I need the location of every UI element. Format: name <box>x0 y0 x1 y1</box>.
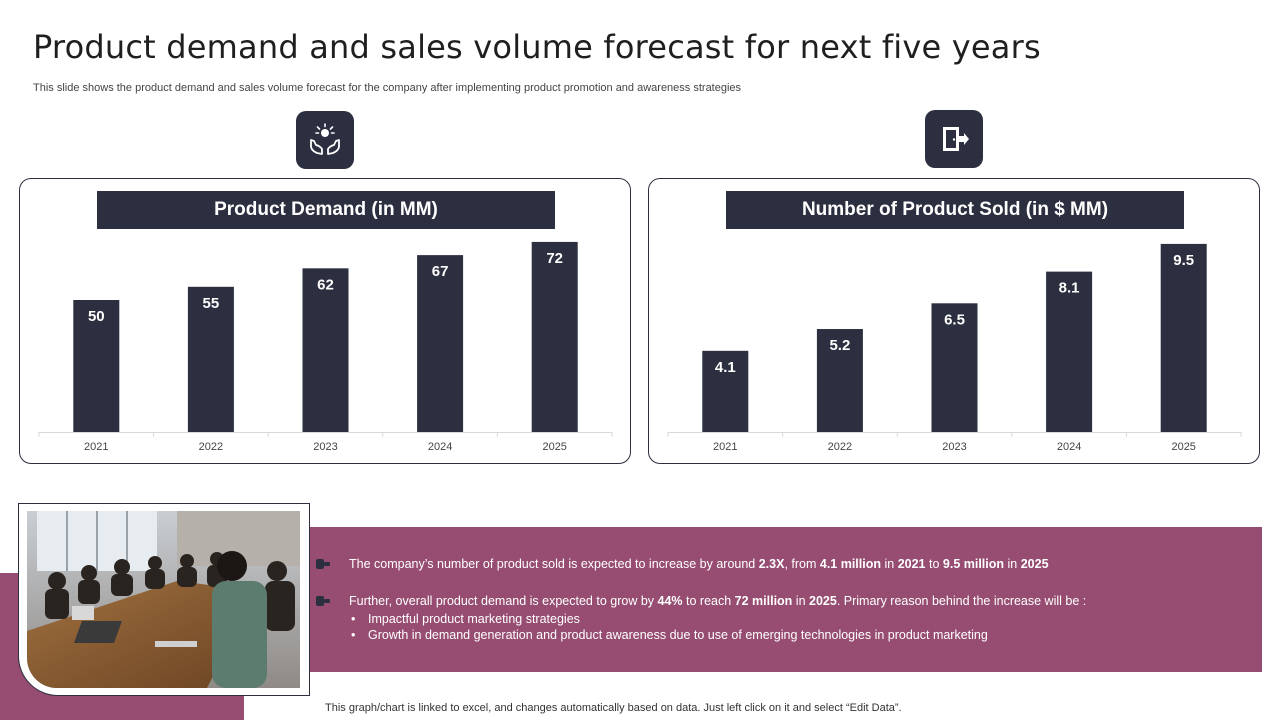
x-tick-label: 2022 <box>828 441 852 453</box>
data-label: 55 <box>203 295 220 312</box>
data-label: 6.5 <box>944 311 965 328</box>
sub-bullet-list: Impactful product marketing strategies G… <box>318 611 1248 643</box>
chart-title: Number of Product Sold (in $ MM) <box>726 191 1184 229</box>
x-tick-label: 2022 <box>199 441 223 453</box>
data-label: 50 <box>88 308 105 325</box>
hands-with-idea-icon <box>296 111 354 169</box>
data-label: 4.1 <box>715 359 736 376</box>
meeting-photo <box>27 511 300 688</box>
bullet-highlight: 2021 <box>897 557 926 571</box>
bullet-highlight: 2025 <box>1020 557 1049 571</box>
x-tick-label: 2024 <box>1057 441 1081 453</box>
chart-title: Product Demand (in MM) <box>97 191 555 229</box>
data-label: 72 <box>546 250 563 267</box>
bullet-highlight: 9.5 million <box>942 557 1005 571</box>
bullet-highlight: 72 million <box>734 594 793 608</box>
x-tick-label: 2025 <box>1171 441 1195 453</box>
bar-2025[interactable] <box>531 241 578 432</box>
bar-2024[interactable] <box>1046 271 1093 432</box>
sub-bullet-item: Growth in demand generation and product … <box>349 627 1248 643</box>
bar-2023[interactable] <box>931 303 978 432</box>
data-label: 67 <box>432 263 449 280</box>
bar-2025[interactable] <box>1160 243 1207 432</box>
page-title: Product demand and sales volume forecast… <box>33 28 1041 66</box>
bullet-marker-icon <box>316 559 330 569</box>
x-tick-label: 2023 <box>942 441 966 453</box>
bullet-highlight: 4.1 million <box>819 557 882 571</box>
product-sold-chart-panel: Number of Product Sold (in $ MM) 4.1 2021… <box>648 178 1260 464</box>
summary-band <box>300 527 1262 672</box>
bullet-text: Further, overall product demand is expec… <box>349 594 658 608</box>
x-tick-label: 2021 <box>84 441 108 453</box>
bullet-text: , from <box>784 557 820 571</box>
bullet-text: The company’s number of product sold is … <box>349 557 759 571</box>
bullet-highlight: 44% <box>657 594 683 608</box>
sub-bullet-item: Impactful product marketing strategies <box>349 611 1248 627</box>
bullet-text: in <box>881 557 898 571</box>
bar-2023[interactable] <box>302 268 349 432</box>
bar-2022[interactable] <box>816 329 863 432</box>
summary-bullets: The company’s number of product sold is … <box>316 555 1248 643</box>
data-label: 8.1 <box>1059 280 1080 297</box>
data-label: 9.5 <box>1173 252 1194 269</box>
bullet-text: to <box>925 557 943 571</box>
bullet-text: in <box>1004 557 1021 571</box>
footer-note: This graph/chart is linked to excel, and… <box>325 702 902 714</box>
bar-2021[interactable] <box>73 300 120 432</box>
bullet-highlight: 2025 <box>809 594 837 608</box>
bullet-item: The company’s number of product sold is … <box>316 555 1248 574</box>
bullet-item: Further, overall product demand is expec… <box>316 592 1248 611</box>
x-tick-label: 2024 <box>428 441 452 453</box>
bullet-marker-icon <box>316 596 330 606</box>
bar-2022[interactable] <box>187 286 234 432</box>
x-tick-label: 2023 <box>313 441 337 453</box>
x-tick-label: 2025 <box>542 441 566 453</box>
product-demand-chart: 50 2021 55 2022 62 2023 67 2024 72 2025 <box>38 241 613 453</box>
bullet-text: . Primary reason behind the increase wil… <box>836 594 1087 608</box>
page-subtitle: This slide shows the product demand and … <box>33 82 742 94</box>
bullet-text: in <box>792 594 809 608</box>
x-tick-label: 2021 <box>713 441 737 453</box>
product-sold-chart: 4.1 2021 5.2 2022 6.5 2023 8.1 2024 9.5 2025 <box>667 243 1242 453</box>
bar-2024[interactable] <box>417 255 464 432</box>
bullet-highlight: 2.3X <box>758 557 785 571</box>
data-label: 5.2 <box>829 337 850 354</box>
data-label: 62 <box>317 276 334 293</box>
bullet-text: to reach <box>682 594 735 608</box>
product-demand-chart-panel: Product Demand (in MM) 50 2021 55 2022 62 202… <box>19 178 631 464</box>
bar-2021[interactable] <box>702 350 749 432</box>
door-exit-icon <box>925 110 983 168</box>
